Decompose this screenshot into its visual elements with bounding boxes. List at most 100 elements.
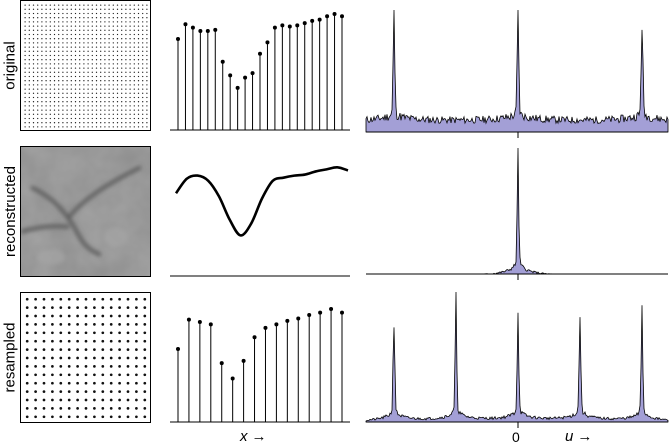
sample-dot	[95, 109, 98, 111]
original-sample-point	[220, 59, 225, 64]
sample-dot	[150, 25, 151, 26]
sample-dot	[126, 323, 130, 326]
sample-dot	[70, 109, 72, 111]
sample-dot	[112, 12, 114, 15]
sample-dot	[93, 356, 96, 360]
sample-dot	[137, 109, 140, 111]
sample-dot	[74, 122, 77, 124]
sample-dot	[108, 75, 110, 78]
sample-dot	[62, 101, 64, 103]
sample-dot	[83, 113, 85, 115]
sample-dot	[108, 67, 110, 69]
sample-dot	[146, 17, 148, 19]
sample-dot	[70, 33, 72, 36]
u-arrow-icon: →	[577, 428, 593, 445]
sample-dot	[66, 59, 68, 61]
sample-dot	[150, 109, 151, 110]
sample-dot	[126, 306, 130, 309]
sample-dot	[58, 105, 60, 107]
sample-dot	[150, 76, 151, 77]
sample-dot	[121, 29, 123, 31]
sample-dot	[37, 17, 39, 19]
sample-dot	[58, 25, 60, 27]
sample-dot	[108, 117, 110, 120]
sample-dot	[37, 71, 39, 73]
sample-dot	[34, 348, 37, 351]
sample-dot	[87, 105, 89, 107]
sample-dot	[24, 88, 26, 90]
sample-dot	[109, 297, 113, 301]
sample-dot	[53, 96, 56, 99]
sample-dot	[51, 297, 54, 301]
sample-dot	[100, 92, 102, 94]
reconstructed-spectrum-plot	[366, 146, 668, 280]
sample-dot	[133, 80, 135, 82]
sample-dot	[109, 390, 113, 393]
sample-dot	[84, 390, 88, 393]
sample-dot	[49, 113, 51, 115]
sample-dot	[116, 92, 119, 94]
sample-dot	[25, 323, 29, 326]
sample-dot	[37, 54, 39, 57]
sample-dot	[51, 381, 54, 385]
sample-dot	[116, 113, 119, 115]
sample-dot	[100, 117, 102, 120]
sample-dot	[146, 29, 148, 31]
sample-dot	[125, 113, 127, 115]
sample-dot	[137, 92, 140, 94]
sample-dot	[142, 63, 144, 65]
sample-dot	[100, 54, 102, 57]
sample-dot	[116, 46, 119, 48]
sample-dot	[142, 71, 144, 73]
original-sample-point	[280, 23, 285, 28]
sample-dot	[67, 323, 71, 326]
sample-dot	[125, 8, 127, 10]
u-axis-label: u →	[565, 428, 593, 445]
sample-dot	[25, 331, 29, 335]
sample-dot	[53, 122, 56, 124]
sample-dot	[135, 306, 138, 309]
sample-dot	[87, 80, 89, 82]
sample-dot	[129, 46, 131, 48]
sample-dot	[45, 84, 47, 86]
sample-dot	[34, 398, 37, 402]
sample-dot	[150, 59, 151, 60]
sample-dot	[74, 113, 77, 115]
sample-dot	[24, 75, 26, 78]
sample-dot	[37, 42, 39, 44]
sample-dot	[95, 101, 98, 103]
sample-dot	[83, 21, 85, 23]
sample-dot	[32, 126, 35, 128]
sample-dot	[104, 38, 106, 40]
sample-dot	[146, 130, 147, 131]
sample-dot	[58, 71, 60, 73]
sample-dot	[34, 415, 37, 419]
sample-dot	[101, 365, 105, 368]
sample-dot	[135, 373, 138, 377]
sample-dot	[37, 4, 39, 6]
sample-dot	[95, 12, 98, 15]
sample-dot	[41, 101, 43, 103]
sample-dot	[109, 407, 113, 410]
sample-dot	[76, 398, 79, 402]
sample-dot	[112, 38, 114, 40]
sample-dot	[95, 8, 98, 10]
sample-dot	[108, 96, 110, 99]
sample-dot	[53, 80, 56, 82]
sample-dot	[150, 51, 151, 52]
sample-dot	[37, 8, 39, 10]
sample-dot	[137, 38, 140, 40]
original-sample-point	[176, 37, 180, 42]
sample-dot	[66, 122, 68, 124]
sample-dot	[112, 92, 114, 94]
sample-dot	[125, 38, 127, 40]
sample-dot	[125, 80, 127, 82]
sample-dot	[142, 17, 144, 19]
sample-dot	[108, 42, 110, 44]
sample-dot	[150, 13, 151, 14]
sample-dot	[137, 101, 140, 103]
sample-dot	[24, 25, 26, 27]
sample-dot	[146, 117, 148, 120]
sample-dot	[79, 101, 81, 103]
sample-dot	[49, 59, 51, 61]
